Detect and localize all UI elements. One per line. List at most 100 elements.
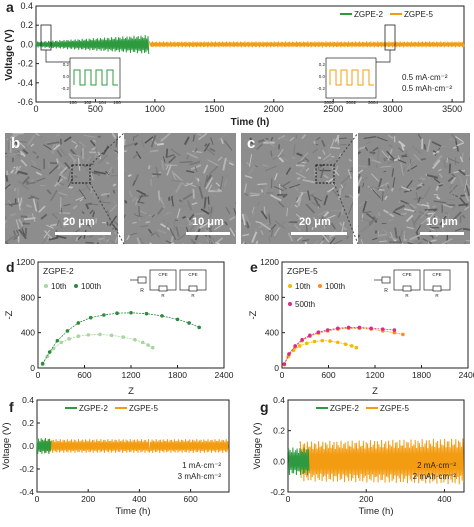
sem-grain bbox=[278, 186, 284, 189]
sem-grain bbox=[137, 194, 143, 203]
sem-grain bbox=[255, 220, 262, 224]
sem-grain bbox=[268, 236, 271, 243]
sem-grain bbox=[85, 241, 94, 244]
panel-d-frame bbox=[37, 261, 225, 369]
sem-grain bbox=[168, 155, 176, 164]
sem-grain bbox=[328, 237, 333, 241]
sem-grain bbox=[248, 154, 253, 167]
sem-grain bbox=[208, 165, 219, 175]
sem-grain bbox=[36, 177, 46, 182]
panel-a-inset-right-xtick-label: 3002 bbox=[346, 100, 357, 105]
sem-grain bbox=[128, 190, 133, 198]
panel-a-annotation-capacity: 0.5 mAh·cm⁻² bbox=[402, 84, 452, 93]
panel-e-point bbox=[293, 344, 297, 348]
sem-grain bbox=[150, 233, 155, 236]
panel-a-xtick-label: 2500 bbox=[323, 104, 343, 114]
panel-d-rs-label: R bbox=[140, 288, 144, 294]
sem-grain bbox=[294, 237, 306, 244]
sem-grain bbox=[186, 217, 192, 225]
sem-grain bbox=[225, 206, 231, 215]
panel-e-point bbox=[305, 341, 309, 346]
panel-e-point bbox=[316, 330, 321, 335]
sem-grain bbox=[320, 168, 325, 179]
sem-grain bbox=[35, 171, 43, 176]
sem-grain bbox=[174, 219, 178, 222]
sem-grain bbox=[70, 173, 77, 176]
sem-grain bbox=[427, 151, 431, 157]
sem-grain bbox=[73, 174, 78, 179]
sem-grain bbox=[358, 151, 362, 155]
sem-grain bbox=[287, 232, 294, 242]
panel-e-legend-marker bbox=[318, 284, 322, 288]
sem-grain bbox=[139, 210, 152, 217]
sem-grain bbox=[406, 159, 414, 171]
sem-grain bbox=[179, 161, 193, 163]
sem-grain bbox=[15, 182, 23, 186]
sem-grain bbox=[330, 222, 337, 230]
panel-d-point bbox=[140, 340, 145, 345]
sem-grain bbox=[206, 238, 210, 243]
sem-grain bbox=[127, 174, 132, 178]
sem-grain bbox=[432, 205, 437, 209]
sem-grain bbox=[383, 157, 387, 162]
sem-grain bbox=[126, 234, 131, 241]
sem-grain bbox=[189, 160, 201, 166]
sem-grain bbox=[243, 213, 252, 226]
sem-grain bbox=[138, 206, 141, 218]
sem-grain bbox=[279, 155, 289, 162]
sem-grain bbox=[323, 174, 329, 179]
sem-grain bbox=[151, 138, 158, 146]
sem-grain bbox=[209, 147, 216, 153]
panel-e-series-100th bbox=[282, 326, 405, 367]
sem-grain bbox=[242, 241, 245, 244]
sem-grain bbox=[260, 230, 264, 235]
sem-grain bbox=[63, 203, 71, 207]
sem-grain bbox=[448, 222, 455, 228]
sem-grain bbox=[288, 183, 301, 189]
sem-grain bbox=[69, 148, 77, 157]
panel-d-point bbox=[187, 321, 191, 325]
sem-grain bbox=[235, 230, 236, 232]
sem-grain bbox=[433, 200, 447, 204]
sem-grain bbox=[56, 235, 67, 239]
sem-grain bbox=[368, 216, 377, 226]
sem-grain bbox=[75, 196, 85, 202]
panel-d-block bbox=[179, 269, 207, 291]
sem-grain bbox=[358, 234, 361, 239]
sem-grain bbox=[211, 237, 216, 244]
sem-grain bbox=[448, 184, 459, 194]
panel-a-inset-right-xtick-label: 3000 bbox=[324, 100, 335, 105]
sem-grain bbox=[21, 176, 31, 185]
sem-grain bbox=[30, 165, 42, 171]
panel-e-ylabel: -Z bbox=[248, 310, 259, 319]
sem-grain bbox=[403, 232, 409, 237]
sem-grain bbox=[56, 149, 63, 158]
panel-f-series-zgpe5 bbox=[41, 439, 229, 453]
panel-e-legend-label: 10th bbox=[295, 282, 311, 291]
sem-grain bbox=[59, 194, 64, 199]
sem-grain bbox=[322, 153, 332, 161]
sem-grain bbox=[346, 235, 350, 239]
sem-grain bbox=[242, 233, 250, 237]
sem-grain bbox=[304, 138, 309, 150]
sem-grain bbox=[298, 222, 304, 227]
scale-bar-b-right bbox=[186, 232, 230, 235]
panel-d-point bbox=[45, 354, 50, 359]
sem-grain bbox=[133, 134, 139, 139]
panel-a-inset-left-xtick-label: 102 bbox=[84, 100, 92, 105]
sem-grain bbox=[389, 231, 395, 241]
panel-f-letter: f bbox=[9, 399, 14, 415]
panel-d-sample-label: ZGPE-2 bbox=[43, 266, 74, 276]
panel-e-point bbox=[380, 327, 385, 331]
sem-grain bbox=[39, 135, 43, 140]
sem-grain bbox=[72, 153, 82, 158]
sem-grain bbox=[106, 166, 113, 178]
sem-grain bbox=[203, 142, 211, 152]
panel-g-xtick-label: 0 bbox=[286, 494, 291, 504]
sem-grain bbox=[8, 136, 10, 150]
sem-grain bbox=[172, 172, 183, 182]
sem-grain bbox=[427, 241, 430, 244]
sem-grain bbox=[47, 236, 59, 241]
sem-grain bbox=[228, 162, 235, 166]
panel-e-series-10th bbox=[282, 338, 359, 367]
